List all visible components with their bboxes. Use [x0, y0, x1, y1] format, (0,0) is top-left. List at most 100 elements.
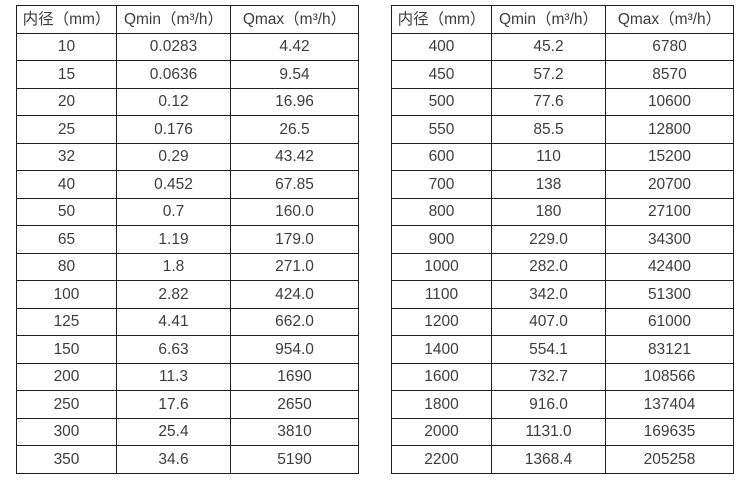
column-header: Qmax（m³/h）	[605, 5, 734, 34]
table-cell: 407.0	[491, 307, 606, 336]
column-header: Qmax（m³/h）	[230, 5, 359, 34]
table-cell: 0.0636	[116, 60, 231, 89]
table-cell: 85.5	[491, 115, 606, 144]
column-header: Qmin（m³/h）	[116, 5, 231, 34]
table-row: 40 0.452 67.85	[16, 170, 359, 199]
table-row: 80 1.8 271.0	[16, 252, 359, 281]
table-cell: 67.85	[230, 170, 359, 199]
table-cell: 300	[16, 417, 117, 446]
table-cell: 916.0	[491, 390, 606, 419]
table-header: 内径（mm） Qmin（m³/h） Qmax（m³/h）	[391, 5, 734, 34]
table-cell: 2.82	[116, 280, 231, 309]
table-row: 1600 732.7 108566	[391, 362, 734, 391]
column-header: 内径（mm）	[391, 5, 492, 34]
table-cell: 400	[391, 32, 492, 61]
table-cell: 662.0	[230, 307, 359, 336]
table-cell: 179.0	[230, 225, 359, 254]
table-cell: 550	[391, 115, 492, 144]
flow-spec-table-small-diameters: 内径（mm） Qmin（m³/h） Qmax（m³/h） 10 0.0283 4.42 1…	[16, 5, 359, 474]
spec-table-left: 内径（mm） Qmin（m³/h） Qmax（m³/h） 10 0.0283 4.42 1…	[16, 5, 359, 474]
table-cell: 61000	[605, 307, 734, 336]
table-cell: 732.7	[491, 362, 606, 391]
table-body: 10 0.0283 4.42 15 0.0636 9.54 20 0.12 16.96 25 0.1…	[16, 32, 359, 474]
table-cell: 0.176	[116, 115, 231, 144]
table-cell: 2000	[391, 417, 492, 446]
table-cell: 42400	[605, 252, 734, 281]
table-cell: 150	[16, 335, 117, 364]
table-cell: 32	[16, 142, 117, 171]
table-cell: 83121	[605, 335, 734, 364]
column-header: 内径（mm）	[16, 5, 117, 34]
table-row: 150 6.63 954.0	[16, 335, 359, 364]
table-cell: 450	[391, 60, 492, 89]
table-cell: 0.452	[116, 170, 231, 199]
table-cell: 900	[391, 225, 492, 254]
table-cell: 10600	[605, 87, 734, 116]
table-cell: 51300	[605, 280, 734, 309]
table-cell: 25	[16, 115, 117, 144]
table-cell: 1.8	[116, 252, 231, 281]
table-row: 15 0.0636 9.54	[16, 60, 359, 89]
table-cell: 600	[391, 142, 492, 171]
table-cell: 4.41	[116, 307, 231, 336]
header-row: 内径（mm） Qmin（m³/h） Qmax（m³/h）	[391, 5, 734, 34]
table-cell: 424.0	[230, 280, 359, 309]
table-cell: 554.1	[491, 335, 606, 364]
table-cell: 1400	[391, 335, 492, 364]
flow-spec-table-large-diameters: 内径（mm） Qmin（m³/h） Qmax（m³/h） 400 45.2 6780 45…	[391, 5, 734, 474]
table-row: 350 34.6 5190	[16, 445, 359, 474]
table-cell: 15	[16, 60, 117, 89]
table-row: 2200 1368.4 205258	[391, 445, 734, 474]
table-cell: 500	[391, 87, 492, 116]
table-cell: 180	[491, 197, 606, 226]
table-cell: 137404	[605, 390, 734, 419]
table-body: 400 45.2 6780 450 57.2 8570 500 77.6 10600 550 85.…	[391, 32, 734, 474]
table-row: 400 45.2 6780	[391, 32, 734, 61]
table-cell: 6780	[605, 32, 734, 61]
table-cell: 0.12	[116, 87, 231, 116]
table-row: 50 0.7 160.0	[16, 197, 359, 226]
table-cell: 17.6	[116, 390, 231, 419]
table-cell: 5190	[230, 445, 359, 474]
table-row: 800 180 27100	[391, 197, 734, 226]
table-row: 25 0.176 26.5	[16, 115, 359, 144]
table-row: 500 77.6 10600	[391, 87, 734, 116]
table-cell: 34.6	[116, 445, 231, 474]
table-cell: 50	[16, 197, 117, 226]
table-cell: 20	[16, 87, 117, 116]
table-cell: 169635	[605, 417, 734, 446]
table-cell: 250	[16, 390, 117, 419]
table-cell: 110	[491, 142, 606, 171]
table-cell: 200	[16, 362, 117, 391]
table-cell: 350	[16, 445, 117, 474]
table-cell: 1368.4	[491, 445, 606, 474]
table-cell: 100	[16, 280, 117, 309]
table-cell: 700	[391, 170, 492, 199]
table-cell: 8570	[605, 60, 734, 89]
table-cell: 10	[16, 32, 117, 61]
table-cell: 16.96	[230, 87, 359, 116]
table-row: 1100 342.0 51300	[391, 280, 734, 309]
table-cell: 229.0	[491, 225, 606, 254]
table-row: 200 11.3 1690	[16, 362, 359, 391]
table-cell: 271.0	[230, 252, 359, 281]
table-cell: 20700	[605, 170, 734, 199]
table-cell: 1690	[230, 362, 359, 391]
table-cell: 160.0	[230, 197, 359, 226]
table-cell: 34300	[605, 225, 734, 254]
column-header: Qmin（m³/h）	[491, 5, 606, 34]
table-cell: 6.63	[116, 335, 231, 364]
table-cell: 125	[16, 307, 117, 336]
table-row: 65 1.19 179.0	[16, 225, 359, 254]
table-cell: 45.2	[491, 32, 606, 61]
table-row: 600 110 15200	[391, 142, 734, 171]
table-cell: 205258	[605, 445, 734, 474]
table-cell: 0.29	[116, 142, 231, 171]
table-cell: 1131.0	[491, 417, 606, 446]
table-cell: 1800	[391, 390, 492, 419]
table-row: 1200 407.0 61000	[391, 307, 734, 336]
table-cell: 12800	[605, 115, 734, 144]
table-cell: 40	[16, 170, 117, 199]
table-cell: 954.0	[230, 335, 359, 364]
table-cell: 65	[16, 225, 117, 254]
